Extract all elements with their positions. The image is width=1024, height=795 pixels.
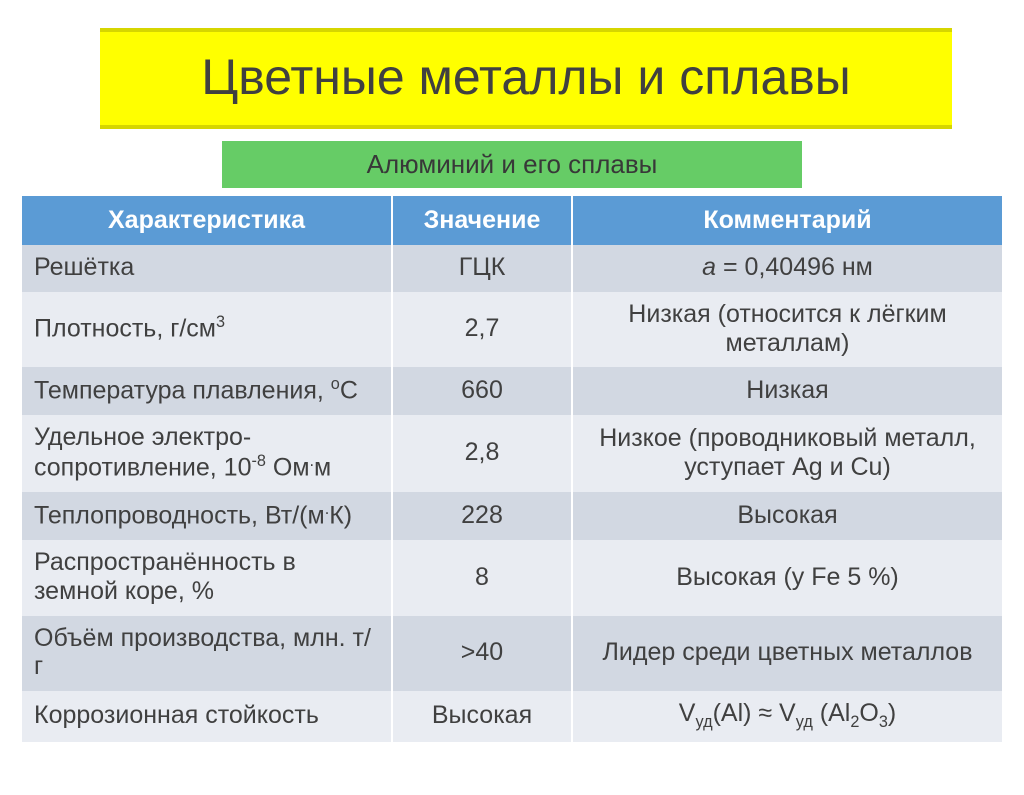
table-header-row: Характеристика Значение Комментарий xyxy=(22,196,1002,245)
cell-characteristic: Решётка xyxy=(22,245,392,292)
cell-value: Высокая xyxy=(392,691,572,742)
cell-comment: Vуд(Al) ≈ Vуд (Al2O3) xyxy=(572,691,1002,742)
table-row: Объём производства, млн. т/г>40Лидер сре… xyxy=(22,616,1002,692)
cell-comment: Лидер среди цветных металлов xyxy=(572,616,1002,692)
cell-characteristic: Температура плавления, оС xyxy=(22,367,392,415)
cell-comment: Низкая (относится к лёгким металлам) xyxy=(572,292,1002,368)
cell-comment: Высокая (у Fe 5 %) xyxy=(572,540,1002,616)
cell-comment: a = 0,40496 нм xyxy=(572,245,1002,292)
cell-characteristic: Удельное электро-сопротивление, 10-8 Ом.… xyxy=(22,415,392,492)
cell-characteristic: Теплопроводность, Вт/(м.К) xyxy=(22,492,392,540)
table-row: Температура плавления, оС660Низкая xyxy=(22,367,1002,415)
cell-value: 8 xyxy=(392,540,572,616)
cell-comment: Высокая xyxy=(572,492,1002,540)
table-row: РешёткаГЦКa = 0,40496 нм xyxy=(22,245,1002,292)
cell-value: >40 xyxy=(392,616,572,692)
cell-comment: Низкое (проводниковый металл, уступает A… xyxy=(572,415,1002,492)
table-row: Плотность, г/см32,7Низкая (относится к л… xyxy=(22,292,1002,368)
col-header-comment: Комментарий xyxy=(572,196,1002,245)
cell-value: 2,7 xyxy=(392,292,572,368)
col-header-value: Значение xyxy=(392,196,572,245)
properties-table: Характеристика Значение Комментарий Решё… xyxy=(22,196,1002,742)
cell-characteristic: Распространённость в земной коре, % xyxy=(22,540,392,616)
table-row: Коррозионная стойкостьВысокаяVуд(Al) ≈ V… xyxy=(22,691,1002,742)
table-row: Удельное электро-сопротивление, 10-8 Ом.… xyxy=(22,415,1002,492)
table-row: Теплопроводность, Вт/(м.К)228Высокая xyxy=(22,492,1002,540)
col-header-characteristic: Характеристика xyxy=(22,196,392,245)
cell-value: ГЦК xyxy=(392,245,572,292)
cell-value: 228 xyxy=(392,492,572,540)
table-body: РешёткаГЦКa = 0,40496 нмПлотность, г/см3… xyxy=(22,245,1002,742)
cell-characteristic: Объём производства, млн. т/г xyxy=(22,616,392,692)
slide-title: Цветные металлы и сплавы xyxy=(110,50,942,105)
cell-comment: Низкая xyxy=(572,367,1002,415)
slide-title-banner: Цветные металлы и сплавы xyxy=(100,28,952,129)
slide-subtitle: Алюминий и его сплавы xyxy=(222,141,802,188)
table-row: Распространённость в земной коре, %8Высо… xyxy=(22,540,1002,616)
cell-characteristic: Коррозионная стойкость xyxy=(22,691,392,742)
cell-value: 2,8 xyxy=(392,415,572,492)
cell-value: 660 xyxy=(392,367,572,415)
cell-characteristic: Плотность, г/см3 xyxy=(22,292,392,368)
